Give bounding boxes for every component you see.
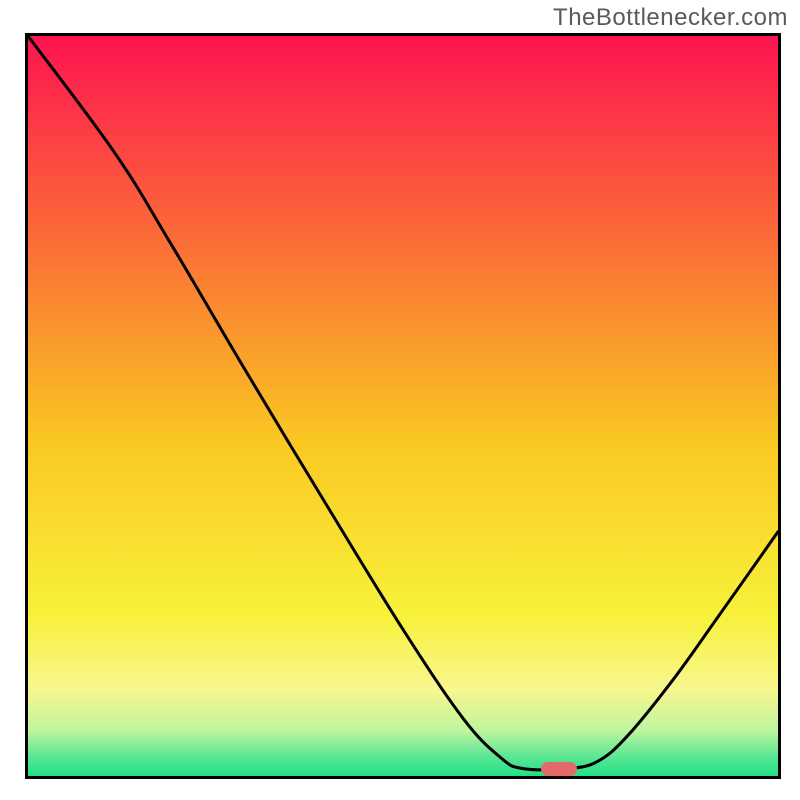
plot-border [25,33,781,779]
plot-area [25,33,781,779]
watermark-text: TheBottlenecker.com [553,4,788,32]
root: { "canvas": { "width": 800, "height": 80… [0,0,800,800]
